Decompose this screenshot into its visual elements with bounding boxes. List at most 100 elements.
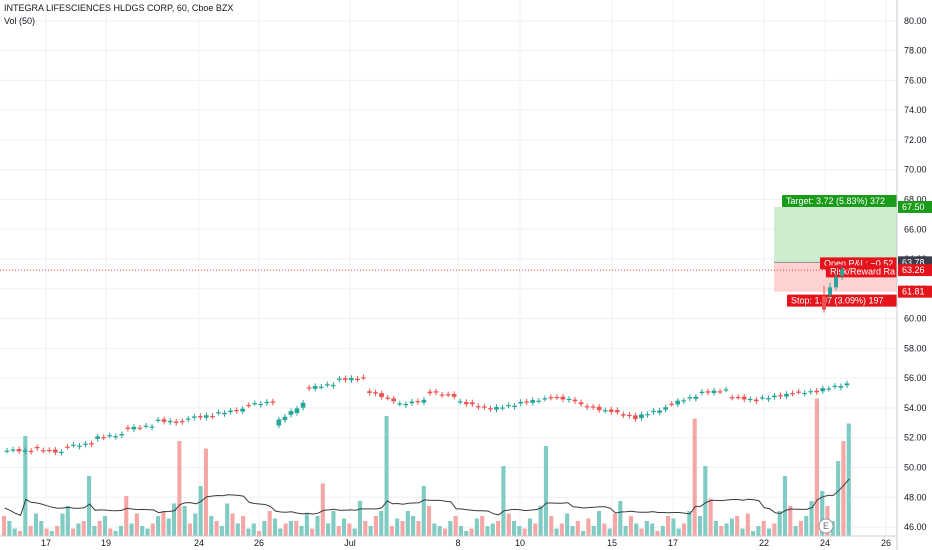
volume-bar — [692, 418, 697, 536]
volume-bar — [405, 511, 410, 536]
volume-bar — [836, 461, 841, 536]
volume-bar — [543, 446, 548, 536]
volume-bar — [156, 516, 161, 536]
volume-bar — [586, 518, 591, 536]
volume-bar — [118, 526, 123, 536]
y-tick-label: 54.00 — [904, 403, 927, 413]
candle-body — [155, 419, 161, 421]
volume-bar — [272, 518, 278, 536]
candle-body — [633, 415, 638, 420]
volume-bar — [655, 531, 660, 536]
volume-bar — [782, 476, 788, 536]
candle-body — [645, 414, 650, 416]
volume-bar — [602, 523, 607, 536]
candle-body — [113, 436, 119, 438]
candle-body — [379, 393, 384, 398]
volume-bar — [23, 436, 28, 536]
volume-bar — [458, 526, 463, 536]
volume-bar — [225, 503, 230, 536]
candle-body — [137, 427, 143, 429]
axis-tag-target-bg — [898, 200, 932, 213]
volume-bar — [182, 506, 187, 536]
candle-body — [681, 400, 687, 402]
candle-body — [258, 403, 264, 406]
volume-bar — [81, 521, 86, 536]
volume-bar — [49, 531, 54, 536]
volume-bar — [352, 528, 357, 536]
volume-bar — [193, 513, 198, 536]
volume-bar — [97, 521, 102, 536]
candle-body — [494, 406, 499, 410]
candle-body — [506, 405, 511, 407]
volume-bar — [326, 523, 331, 536]
candle-body — [834, 276, 838, 288]
candle-body — [741, 396, 747, 400]
volume-indicator-title: Vol (50) — [4, 16, 36, 26]
risk-reward-label-text: Risk/Reward Ra — [830, 266, 895, 276]
volume-bar — [113, 531, 118, 536]
y-tick-label: 72.00 — [904, 135, 927, 145]
volume-bar — [788, 506, 793, 536]
volume-bar — [384, 416, 389, 536]
candle-body — [463, 402, 469, 405]
chart-grid — [0, 0, 897, 536]
volume-bar — [612, 513, 618, 536]
x-tick-label: 24 — [194, 538, 204, 548]
volume-bar — [55, 526, 60, 536]
volume-bar — [421, 486, 426, 536]
volume-bar — [533, 523, 538, 536]
volume-bar — [389, 526, 394, 536]
axis-tag-stop-text: 61.81 — [902, 287, 925, 297]
volume-bar — [666, 516, 671, 536]
candle-body — [475, 406, 481, 408]
candle-body — [252, 403, 257, 405]
candle-body — [240, 408, 245, 412]
candle-body — [530, 400, 535, 403]
candle-body — [324, 384, 330, 386]
candle-body — [560, 396, 566, 400]
candle-body — [179, 421, 185, 423]
volume-bar — [485, 526, 490, 536]
candle-body — [367, 391, 372, 393]
candle-body — [772, 395, 777, 398]
candle-body — [822, 296, 826, 310]
candle-body — [421, 399, 427, 403]
risk-reward-label: Risk/Reward Ra — [826, 265, 897, 278]
candle-body — [572, 399, 578, 402]
volume-bar — [740, 528, 745, 536]
candle-body — [222, 412, 227, 415]
candle-body — [669, 403, 674, 405]
candle-body — [161, 419, 167, 422]
volume-bar — [262, 521, 267, 536]
y-tick-label: 52.00 — [904, 433, 927, 443]
x-tick-label: 22 — [759, 538, 769, 548]
volume-bar — [166, 518, 171, 536]
volume-bar — [108, 528, 113, 536]
volume-bar — [697, 516, 703, 536]
volume-bar — [209, 516, 214, 536]
volume-bar — [198, 486, 203, 536]
x-tick-label: 15 — [607, 538, 617, 548]
volume-bar — [559, 523, 564, 536]
candle-body — [216, 412, 221, 414]
candle-body — [228, 410, 233, 413]
volume-ma-line — [4, 478, 850, 516]
axis-tag-stop-bg — [898, 285, 932, 298]
volume-bar — [368, 526, 373, 536]
volume-bar — [416, 521, 421, 536]
candle-body — [28, 450, 34, 453]
volume-bar — [92, 526, 97, 536]
candle-body — [566, 398, 572, 401]
candle-body — [95, 436, 100, 439]
volume-bar — [129, 523, 134, 536]
volume-bar — [379, 511, 384, 536]
volume-bar — [124, 496, 129, 536]
candle-body — [58, 451, 64, 454]
candle-body — [778, 395, 783, 397]
candle-body — [373, 392, 378, 394]
volume-bar — [145, 528, 150, 536]
candle-body — [16, 449, 22, 452]
volume-bar — [65, 506, 70, 536]
candle-body — [312, 386, 318, 389]
